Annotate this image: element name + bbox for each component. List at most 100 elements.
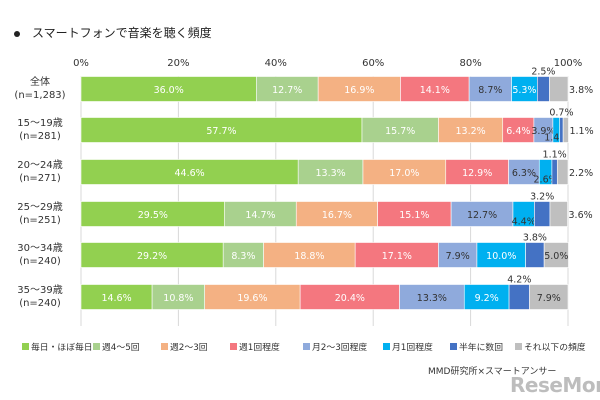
data-label: 14.7% bbox=[245, 210, 275, 221]
data-label: 2.6% bbox=[534, 175, 558, 186]
data-label: 13.3% bbox=[315, 168, 345, 179]
source-credit: MMD研究所×スマートアンサー bbox=[428, 367, 557, 377]
data-label: 5.3% bbox=[512, 85, 536, 96]
chart-title-text: スマートフォンで音楽を聴く頻度 bbox=[32, 26, 212, 40]
legend-swatch bbox=[303, 343, 310, 350]
bar-segment bbox=[224, 201, 297, 227]
data-label: 0.7% bbox=[549, 108, 573, 119]
category-label: (n=1,283) bbox=[14, 90, 65, 101]
bar-segment bbox=[543, 242, 569, 268]
data-label: 44.6% bbox=[175, 168, 205, 179]
data-label: 14.1% bbox=[420, 85, 450, 96]
legend-swatch bbox=[515, 343, 522, 350]
category-label: (n=240) bbox=[19, 256, 61, 267]
data-label: 8.3% bbox=[231, 251, 255, 262]
data-label: 2.2% bbox=[569, 168, 593, 179]
data-label: 15.7% bbox=[385, 126, 415, 137]
bar-segment bbox=[80, 284, 153, 310]
bullet-icon bbox=[14, 30, 20, 37]
legend-label: 週4～5回 bbox=[102, 342, 140, 353]
bar-segment bbox=[80, 117, 363, 143]
x-tick-label: 60% bbox=[362, 58, 384, 69]
x-tick-label: 20% bbox=[167, 58, 189, 69]
data-label: 3.8% bbox=[523, 233, 547, 244]
legend-label: それ以下の頻度 bbox=[524, 341, 586, 353]
category-label: 15～19歳 bbox=[17, 117, 62, 129]
legend-swatch bbox=[230, 343, 237, 350]
data-label: 4.4% bbox=[512, 217, 536, 228]
category-label: (n=251) bbox=[19, 215, 61, 226]
category-label: 30～34歳 bbox=[17, 242, 62, 254]
data-label: 7.9% bbox=[446, 251, 470, 262]
bar-segment bbox=[445, 159, 509, 185]
bar-segment bbox=[450, 201, 514, 227]
bar-segment bbox=[549, 76, 569, 102]
bar-segment bbox=[438, 117, 504, 143]
data-label: 10.0% bbox=[486, 251, 516, 262]
bar-segment bbox=[299, 284, 400, 310]
bar-segment bbox=[508, 284, 530, 310]
legend-label: 週2～3回 bbox=[170, 342, 208, 353]
bar-segment bbox=[377, 201, 452, 227]
data-label: 1.4% bbox=[544, 133, 568, 144]
bar-segment bbox=[362, 159, 447, 185]
x-tick-label: 40% bbox=[265, 58, 287, 69]
legend-label: 月2～3回程度 bbox=[312, 341, 367, 353]
data-label: 18.8% bbox=[294, 251, 324, 262]
bar-segment bbox=[529, 284, 569, 310]
data-label: 29.2% bbox=[137, 251, 167, 262]
legend-swatch bbox=[383, 343, 390, 350]
bar-segment bbox=[399, 284, 465, 310]
legend-swatch bbox=[93, 343, 100, 350]
legend-label: 半年に数回 bbox=[459, 341, 503, 353]
category-label: (n=271) bbox=[19, 173, 61, 184]
category-label: (n=240) bbox=[19, 298, 61, 309]
bar-segment bbox=[525, 242, 545, 268]
category-label: 25～29歳 bbox=[17, 201, 62, 213]
category-label: 35～39歳 bbox=[17, 284, 62, 296]
bar-segment bbox=[511, 76, 538, 102]
data-label: 4.2% bbox=[507, 275, 531, 286]
data-label: 13.3% bbox=[417, 293, 447, 304]
legend-label: 週1回程度 bbox=[239, 341, 280, 353]
data-label: 15.1% bbox=[399, 210, 429, 221]
data-label: 10.8% bbox=[163, 293, 193, 304]
bar-segment bbox=[151, 284, 205, 310]
legend-label: 月1回程度 bbox=[392, 341, 433, 353]
legend-label: 毎日・ほぼ毎日 bbox=[31, 341, 93, 353]
chart-title: スマートフォンで音楽を聴く頻度 bbox=[14, 24, 212, 41]
bar-segment bbox=[551, 159, 558, 185]
data-label: 12.9% bbox=[462, 168, 492, 179]
data-label: 6.3% bbox=[512, 168, 536, 179]
data-label: 57.7% bbox=[206, 126, 236, 137]
data-label: 3.2% bbox=[530, 192, 554, 203]
data-label: 29.5% bbox=[138, 210, 168, 221]
bar-segment bbox=[297, 159, 364, 185]
data-label: 9.2% bbox=[475, 293, 499, 304]
data-label: 20.4% bbox=[335, 293, 365, 304]
data-label: 16.7% bbox=[322, 210, 352, 221]
data-label: 17.1% bbox=[382, 251, 412, 262]
bar-segment bbox=[438, 242, 478, 268]
data-label: 7.9% bbox=[537, 293, 561, 304]
legend-swatch bbox=[450, 343, 457, 350]
data-label: 1.1% bbox=[569, 126, 593, 137]
bar-segment bbox=[80, 201, 225, 227]
bar-segment bbox=[80, 76, 257, 102]
data-label: 14.6% bbox=[101, 293, 131, 304]
bar-segment bbox=[508, 159, 540, 185]
legend-swatch bbox=[22, 343, 29, 350]
data-label: 6.4% bbox=[506, 126, 530, 137]
data-label: 3.8% bbox=[569, 85, 593, 96]
bar-segment bbox=[562, 117, 569, 143]
legend-swatch bbox=[161, 343, 168, 350]
category-label: 20～24歳 bbox=[17, 159, 62, 171]
bar-segment bbox=[204, 284, 301, 310]
x-tick-label: 100% bbox=[554, 58, 583, 69]
data-label: 16.9% bbox=[344, 85, 374, 96]
bar-segment bbox=[559, 117, 564, 143]
category-label: 全体 bbox=[30, 75, 50, 88]
watermark-logo: ReseMom bbox=[510, 373, 600, 397]
bar-segment bbox=[534, 201, 551, 227]
